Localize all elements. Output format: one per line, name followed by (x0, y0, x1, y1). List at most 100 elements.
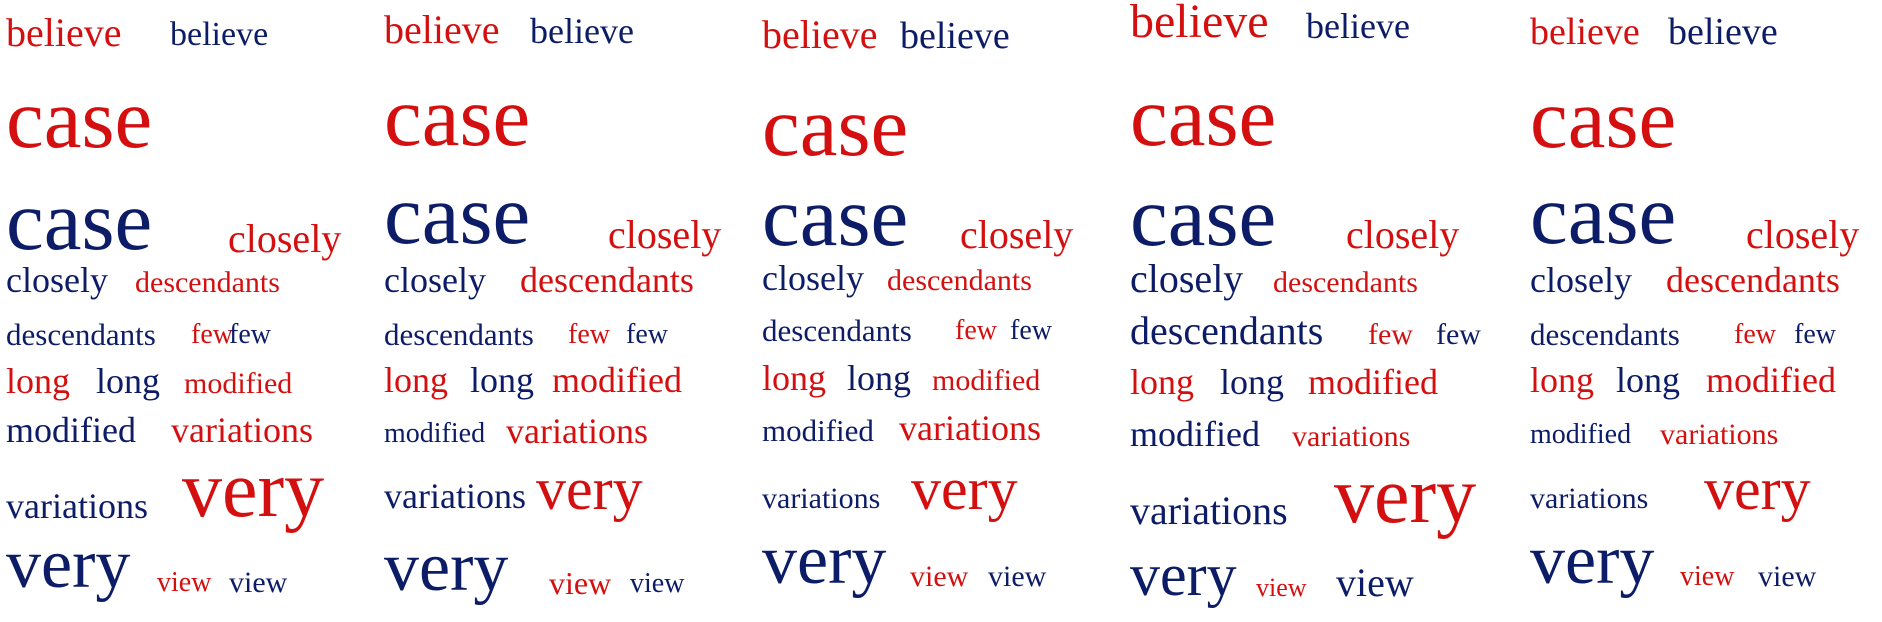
cloud-word-case-blue: case (762, 170, 909, 264)
cloud-word-very-blue: very (384, 529, 509, 606)
cloud-word-modified-red: modified (552, 360, 682, 400)
word-cloud-panel-3: believe believe case case closely closely desc… (756, 0, 1132, 622)
cloud-word-view-red: view (1256, 573, 1307, 602)
cloud-word-few-blue: few (1010, 315, 1052, 346)
cloud-word-closely-red: closely (1746, 212, 1860, 257)
cloud-word-view-blue: view (229, 566, 288, 599)
cloud-word-very-red: very (1334, 452, 1477, 540)
cloud-word-case-blue: case (1530, 168, 1677, 262)
cloud-word-few-red: few (191, 319, 233, 350)
cloud-word-case-red: case (1130, 70, 1277, 164)
cloud-word-long-red: long (384, 360, 449, 400)
cloud-word-closely-red: closely (608, 212, 722, 257)
cloud-word-closely-red: closely (228, 216, 342, 261)
cloud-word-case-blue: case (1130, 170, 1277, 264)
cloud-word-variations-red: variations (506, 411, 648, 451)
cloud-word-few-red: few (568, 319, 610, 350)
cloud-word-case-red: case (384, 70, 531, 164)
cloud-word-view-blue: view (630, 568, 685, 599)
cloud-word-closely-blue: closely (384, 260, 486, 300)
cloud-word-variations-blue: variations (1130, 488, 1288, 533)
cloud-word-variations-red: variations (1292, 420, 1411, 453)
cloud-word-descendants-red: descendants (1666, 260, 1840, 300)
cloud-word-variations-red: variations (171, 410, 313, 450)
cloud-word-very-red: very (536, 456, 643, 522)
cloud-word-variations-blue: variations (762, 482, 881, 515)
cloud-word-modified-blue: modified (1130, 414, 1260, 454)
cloud-word-case-red: case (6, 72, 153, 166)
cloud-word-modified-red: modified (184, 367, 293, 400)
cloud-word-view-red: view (910, 560, 969, 593)
cloud-word-very-blue: very (1130, 542, 1237, 608)
cloud-word-long-blue: long (470, 360, 535, 400)
cloud-word-very-blue: very (6, 526, 131, 603)
cloud-word-descendants-red: descendants (887, 264, 1032, 297)
cloud-word-believe-blue: believe (170, 16, 269, 53)
cloud-word-descendants-red: descendants (1273, 266, 1418, 299)
cloud-word-closely-red: closely (960, 212, 1074, 257)
cloud-word-long-blue: long (847, 358, 912, 398)
cloud-word-few-red: few (1734, 319, 1776, 350)
cloud-word-modified-blue: modified (384, 418, 486, 449)
cloud-word-believe-red: believe (6, 10, 122, 55)
cloud-word-view-blue: view (1336, 560, 1414, 605)
cloud-word-modified-red: modified (1308, 362, 1438, 402)
cloud-word-long-blue: long (1220, 362, 1285, 402)
cloud-word-very-red: very (911, 456, 1018, 522)
cloud-word-descendants-red: descendants (135, 266, 280, 299)
word-cloud-panel-5: believe believe case case closely closely desc… (1524, 0, 1882, 622)
cloud-word-descendants-blue: descendants (1530, 317, 1680, 352)
cloud-word-view-red: view (1680, 561, 1735, 592)
cloud-word-long-blue: long (1616, 360, 1681, 400)
cloud-word-variations-blue: variations (1530, 482, 1649, 515)
cloud-word-believe-blue: believe (1668, 11, 1778, 53)
cloud-word-few-blue: few (1794, 319, 1836, 350)
cloud-word-view-red: view (549, 565, 612, 601)
cloud-word-closely-blue: closely (1530, 260, 1632, 300)
cloud-word-modified-red: modified (932, 364, 1041, 397)
cloud-word-modified-blue: modified (762, 413, 874, 448)
cloud-word-long-red: long (6, 361, 71, 401)
cloud-word-descendants-blue: descendants (762, 313, 912, 348)
cloud-word-variations-red: variations (899, 408, 1041, 448)
cloud-word-very-red: very (182, 446, 325, 534)
cloud-word-closely-red: closely (1346, 212, 1460, 257)
cloud-word-modified-red: modified (1706, 360, 1836, 400)
cloud-word-believe-blue: believe (900, 15, 1010, 57)
cloud-word-long-red: long (762, 358, 827, 398)
cloud-word-variations-red: variations (1660, 418, 1779, 451)
cloud-word-long-red: long (1130, 362, 1195, 402)
word-cloud-panel-4: believe believe case case closely closely desc… (1124, 0, 1500, 622)
cloud-word-believe-blue: believe (1306, 6, 1410, 46)
cloud-word-descendants-blue: descendants (384, 317, 534, 352)
cloud-word-variations-blue: variations (384, 476, 526, 516)
cloud-word-descendants-blue: descendants (1130, 308, 1324, 353)
cloud-word-descendants-blue: descendants (6, 317, 156, 352)
word-cloud-panel-1: believe believe case case closely closely desc… (0, 0, 376, 622)
cloud-word-descendants-red: descendants (520, 260, 694, 300)
word-cloud-panel-2: believe believe case case closely closely desc… (378, 0, 754, 622)
cloud-word-very-red: very (1704, 456, 1811, 522)
cloud-word-variations-blue: variations (6, 486, 148, 526)
cloud-word-few-blue: few (626, 319, 668, 350)
cloud-word-closely-blue: closely (1130, 256, 1244, 301)
cloud-word-believe-red: believe (1130, 0, 1269, 48)
cloud-word-view-blue: view (988, 560, 1047, 593)
cloud-word-very-blue: very (762, 522, 887, 599)
cloud-word-closely-blue: closely (762, 258, 864, 298)
cloud-word-modified-blue: modified (1530, 419, 1632, 450)
cloud-word-long-blue: long (96, 361, 161, 401)
cloud-word-believe-red: believe (1530, 11, 1640, 53)
cloud-word-long-red: long (1530, 360, 1595, 400)
cloud-word-very-blue: very (1530, 522, 1655, 599)
cloud-word-view-red: view (157, 567, 212, 598)
cloud-word-believe-red: believe (384, 7, 500, 52)
cloud-word-few-red: few (1368, 318, 1413, 351)
cloud-word-case-red: case (1530, 72, 1677, 166)
cloud-word-case-red: case (762, 80, 909, 174)
cloud-word-few-blue: few (229, 319, 271, 350)
cloud-word-case-blue: case (384, 168, 531, 262)
cloud-word-view-blue: view (1758, 560, 1817, 593)
cloud-word-believe-blue: believe (530, 11, 634, 51)
